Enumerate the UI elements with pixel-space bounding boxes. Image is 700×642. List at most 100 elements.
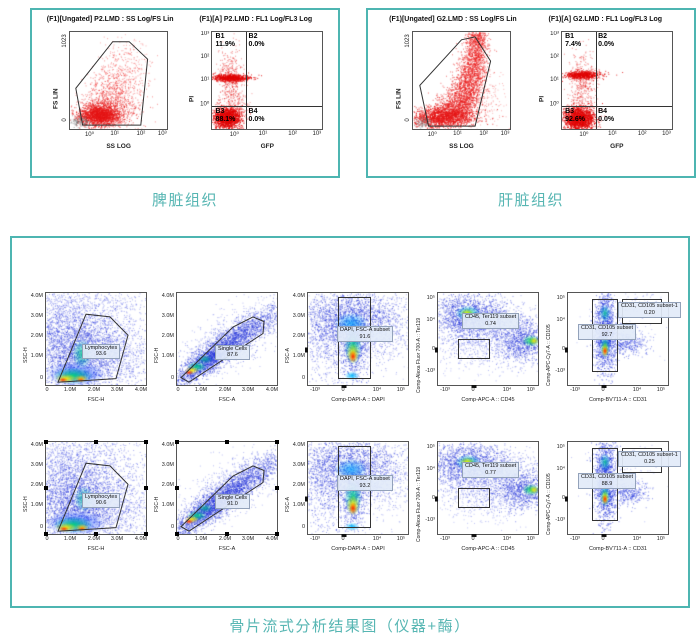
axis-tick-label: -10³ [570, 387, 580, 393]
axis-tick-label: 10⁵ [396, 536, 406, 542]
x-axis-ticks: -10³ 0 10⁴ 10⁵ [307, 387, 407, 394]
x-axis-ticks: 0 1.0M 2.0M 3.0M 4.0M [45, 536, 148, 543]
density-canvas [70, 32, 168, 129]
axis-tick-label: 10¹ [608, 131, 617, 137]
x-axis-ticks: -10³ 0 10⁴ 10⁵ [437, 536, 537, 543]
flow-plot: SSC-H 4.0M 3.0M 2.0M 1.0M 0 Lymphocytes 93.6 0 1.… [22, 292, 147, 403]
axis-tick-label: 10⁵ [426, 443, 435, 450]
flow-plot: Comp-Alexa Fluor 700-A :: Ter119 10⁵ 10⁴ 0-… [415, 292, 539, 403]
axis-tick-label: 3.0M [30, 461, 43, 468]
axis-tick-label: 10⁴ [426, 465, 435, 472]
quadrant-label: B2 0.0% [598, 32, 615, 49]
gate-polygon [180, 316, 265, 383]
axis-tick-label: 2.0M [292, 482, 305, 489]
selection-handle [225, 532, 229, 536]
axis-tick-label: 1.0M [63, 387, 77, 393]
x-axis-ticks: 10⁰ 10¹ 10² 10³ [211, 131, 321, 138]
axis-tick-label: 10⁵ [656, 387, 666, 393]
axis-tick-label: 1023 [404, 34, 411, 48]
axis-tick-label: 10² [637, 131, 647, 137]
axis-zero-tick [601, 534, 607, 537]
y-axis-ticks: 4.0M 3.0M 2.0M 1.0M 0 [292, 441, 307, 533]
axis-tick-label: -10³ [425, 517, 435, 524]
plot-title: (F1)[A] G2.LMD : FL1 Log/FL3 Log [548, 16, 663, 23]
y-axis-ticks: 10⁵ 10⁴ 0 -10³ [553, 292, 567, 384]
axis-tick-label: 1023 [62, 34, 69, 48]
selection-handle [275, 486, 279, 490]
axis-tick-label: 1.0M [161, 502, 174, 509]
y-axis-label: Comp-APC-Cy7-A :: CD105 [546, 473, 552, 536]
bone-plots-row-2: SSC-H 4.0M 3.0M 2.0M 1.0M 0 Lymphocytes 90.6 0 1.… [12, 440, 688, 552]
axis-tick-label: 4.0M [134, 387, 148, 393]
quadrant-divider-vertical [595, 32, 597, 129]
y-axis-ticks: 10⁵ 10⁴ 0 -10³ [423, 441, 437, 533]
axis-tick-label: 10³ [312, 131, 322, 137]
plot-title: (F1)[Ungated] G2.LMD : SS Log/FS Lin [389, 16, 517, 23]
x-axis-ticks: 0 1.0M 2.0M 3.0M 4.0M [176, 536, 278, 543]
gate-label: CD45, Ter119 subset 0.77 [462, 462, 520, 478]
flow-plot: (F1)[A] P2.LMD : FL1 Log/FL3 Log PI 10³ 10²… [188, 16, 324, 150]
selection-handle [94, 440, 98, 444]
density-canvas [561, 32, 672, 129]
y-axis-label: FSC-A [285, 497, 291, 512]
x-axis-ticks: -10³ 0 10⁴ 10⁵ [567, 387, 667, 394]
axis-tick-label: 3.0M [241, 536, 255, 542]
plot-area: CD45, Ter119 subset 0.77 [435, 441, 539, 537]
quadrant-label: B4 0.0% [248, 107, 265, 124]
axis-tick-label: -10³ [555, 368, 565, 375]
quadrant-label: B1 7.4% [565, 32, 582, 49]
flow-plot: Comp-Alexa Fluor 700-A :: Ter119 10⁵ 10⁴ 0-… [415, 441, 539, 552]
axis-tick-label: 0 [170, 524, 174, 531]
flow-plot: Comp-APC-Cy7-A :: CD105 10⁵ 10⁴ 0 -10³ CD31, … [545, 441, 681, 552]
axis-zero-tick [471, 385, 477, 388]
axis-tick-label: 10³ [157, 131, 167, 137]
axis-tick-label: 4.0M [265, 387, 279, 393]
axis-tick-label: 10² [288, 131, 297, 137]
gate-label: CD31, CD105 subset 88.9 [578, 473, 636, 490]
axis-tick-label: 0 [301, 524, 305, 531]
quadrant-divider-horizontal [561, 105, 672, 107]
axis-tick-label: 10⁰ [427, 132, 437, 138]
y-axis-ticks: 10³ 10² 10¹ 10⁰ [196, 31, 211, 128]
axis-tick-label: -10³ [310, 536, 320, 542]
x-axis-ticks: -10³ 0 10⁴ 10⁵ [437, 387, 537, 394]
selection-handle [175, 532, 179, 536]
flow-plot: (F1)[A] G2.LMD : FL1 Log/FL3 Log PI 10³ 10²… [538, 16, 673, 150]
axis-tick-label: 10¹ [550, 77, 559, 84]
selection-handle [44, 486, 48, 490]
selection-handle [144, 440, 148, 444]
gate-polygon [75, 41, 149, 126]
axis-tick-label: 10² [136, 131, 146, 137]
plot-area: Lymphocytes 93.6 [45, 292, 147, 386]
axis-tick-label: 1.0M [30, 502, 43, 509]
flow-plot: (F1)[Ungated] P2.LMD : SS Log/FS Lin FS L… [47, 16, 174, 150]
axis-zero-tick [305, 347, 308, 353]
axis-tick-label: 0 [471, 536, 475, 542]
axis-tick-label: 0 [176, 387, 180, 393]
axis-tick-label: 0 [471, 387, 475, 393]
quadrant-label: B3 88.1% [215, 107, 236, 124]
axis-tick-label: 10⁰ [84, 132, 95, 138]
axis-tick-label: -10³ [310, 387, 320, 393]
axis-tick-label: 0 [601, 536, 605, 542]
flow-plot: FSC-H 4.0M 3.0M 2.0M 1.0M 0 Single Cells 91.0 0 1… [153, 440, 279, 552]
x-axis-ticks: -10³ 0 10⁴ 10⁵ [567, 536, 667, 543]
axis-tick-label: 10⁵ [656, 536, 666, 542]
x-axis-label: FSC-H [87, 546, 105, 552]
plot-area: DAPI, FSC-A subset 93.2 [305, 441, 409, 537]
axis-tick-label: 3.0M [110, 387, 124, 393]
axis-tick-label: 2.0M [292, 333, 305, 340]
gate-polygon [419, 36, 492, 127]
quadrant-label: B1 11.9% [215, 32, 236, 49]
axis-tick-label: 2.0M [87, 536, 101, 542]
axis-tick-label: 10¹ [453, 131, 462, 137]
axis-tick-label: 10⁴ [502, 536, 512, 542]
quadrant-divider-horizontal [212, 105, 323, 107]
x-axis-label: SS LOG [449, 143, 474, 150]
x-axis-label: Comp-BV711-A :: CD31 [589, 546, 647, 552]
gate-label: Single Cells 91.0 [215, 493, 251, 510]
axis-zero-tick [435, 347, 438, 353]
axis-tick-label: 4.0M [134, 536, 148, 542]
axis-tick-label: -10³ [570, 536, 580, 542]
gate-label: CD45, Ter119 subset 0.74 [462, 313, 520, 329]
